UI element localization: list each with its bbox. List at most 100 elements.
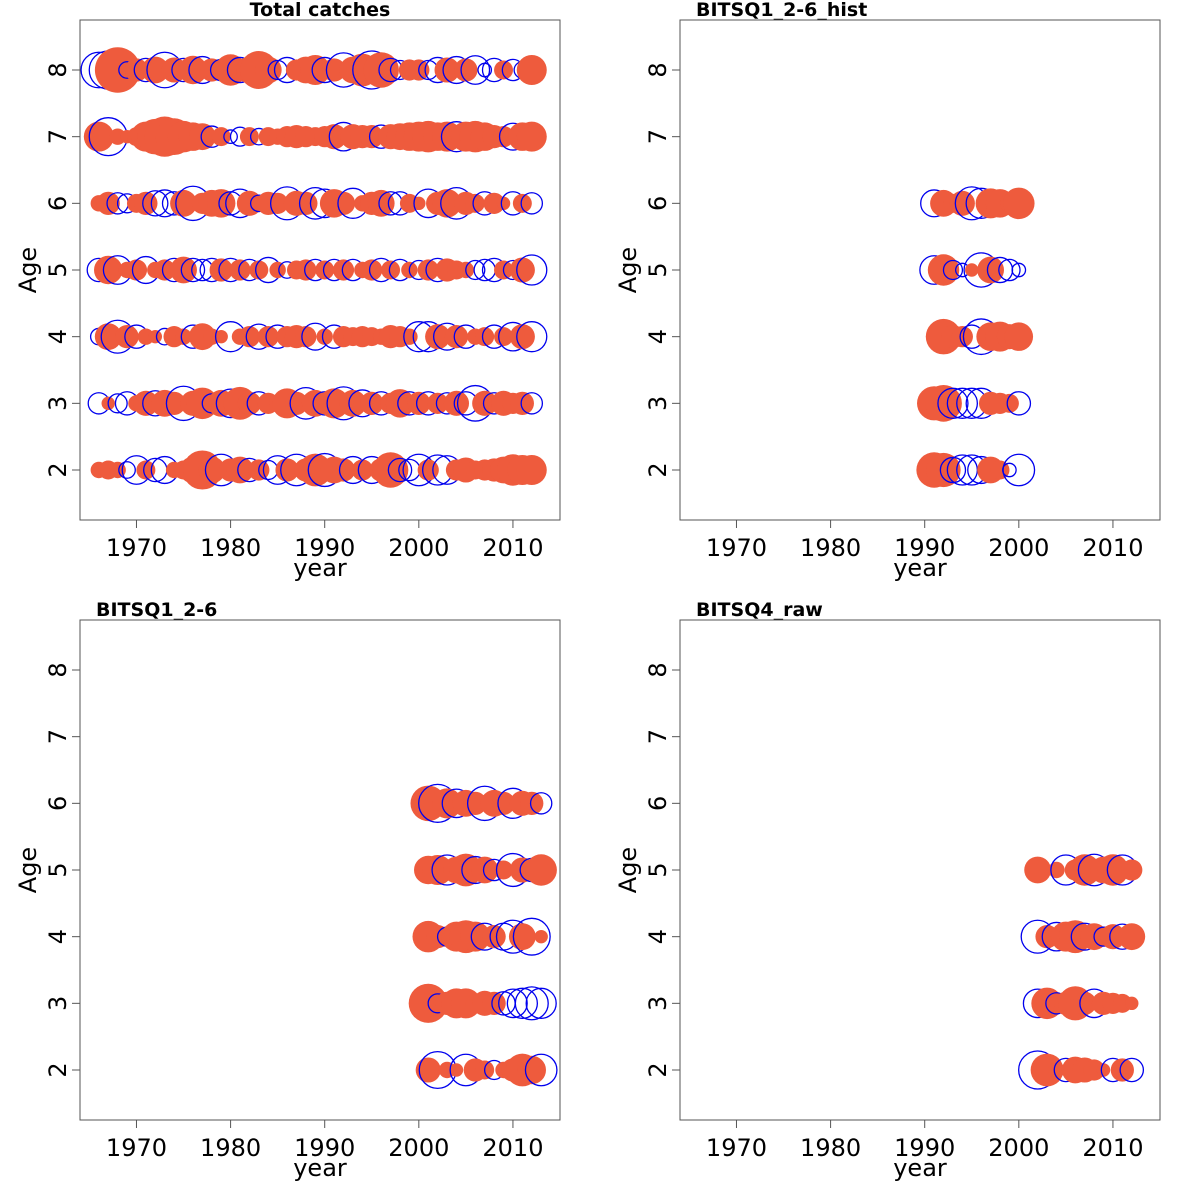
positive-residual-bubble (367, 189, 395, 217)
negative-residual-bubble (516, 321, 548, 353)
negative-residual-bubble (946, 387, 979, 419)
positive-residual-bubble (965, 263, 979, 277)
x-tick-label: 1990 (294, 1134, 355, 1162)
positive-residual-bubble (331, 458, 356, 482)
positive-residual-bubble (236, 190, 262, 216)
x-tick-label: 2000 (388, 1134, 449, 1162)
negative-residual-bubble (937, 387, 969, 419)
x-tick-label: 1970 (106, 534, 167, 562)
positive-residual-bubble (124, 58, 149, 82)
positive-residual-bubble (415, 1057, 441, 1083)
positive-residual-bubble (363, 52, 399, 88)
positive-residual-bubble (417, 259, 439, 281)
y-tick-label: 7 (644, 729, 672, 744)
positive-residual-bubble (94, 47, 141, 93)
x-tick-label: 1980 (800, 1134, 861, 1162)
x-tick-label: 1990 (894, 1134, 955, 1162)
y-axis-title: Age (614, 247, 642, 293)
x-tick-label: 1980 (800, 534, 861, 562)
positive-residual-bubble (925, 384, 962, 422)
panel-title: BITSQ1_2-6_hist (696, 0, 867, 21)
negative-residual-bubble (529, 792, 553, 815)
y-tick-label: 7 (44, 729, 72, 744)
positive-residual-bubble (516, 455, 547, 485)
positive-residual-bubble (496, 196, 511, 211)
positive-residual-bubble (319, 388, 350, 419)
x-axis-title: year (893, 554, 947, 582)
positive-residual-bubble (482, 991, 506, 1015)
positive-residual-bubble (249, 260, 269, 280)
y-tick-label: 2 (644, 462, 672, 477)
positive-residual-bubble (360, 125, 384, 149)
positive-residual-bubble (137, 328, 155, 345)
positive-residual-bubble (154, 259, 176, 281)
y-tick-label: 3 (644, 996, 672, 1011)
positive-residual-bubble (463, 791, 487, 815)
positive-residual-bubble (434, 57, 460, 83)
negative-residual-bubble (387, 457, 413, 483)
positive-residual-bubble (444, 325, 469, 349)
positive-residual-bubble (475, 327, 495, 347)
y-tick-label: 3 (44, 996, 72, 1011)
positive-residual-bubble (206, 189, 236, 218)
positive-residual-bubble (508, 923, 536, 951)
negative-residual-bubble (939, 456, 967, 484)
positive-residual-bubble (1125, 996, 1139, 1011)
positive-residual-bubble (178, 55, 208, 85)
positive-residual-bubble (115, 325, 139, 349)
positive-residual-bubble (494, 60, 514, 80)
positive-residual-bubble (1073, 991, 1097, 1015)
positive-residual-bubble (96, 191, 120, 215)
positive-residual-bubble (432, 788, 463, 819)
positive-residual-bubble (534, 929, 548, 944)
y-tick-label: 4 (644, 329, 672, 344)
negative-residual-bubble (1002, 453, 1036, 487)
positive-residual-bubble (1097, 854, 1129, 886)
positive-residual-bubble (188, 123, 216, 151)
y-tick-label: 2 (44, 1062, 72, 1077)
y-tick-label: 8 (644, 662, 672, 677)
y-tick-label: 3 (644, 396, 672, 411)
positive-residual-bubble (170, 256, 197, 284)
negative-residual-bubble (498, 988, 528, 1019)
negative-residual-bubble (998, 258, 1021, 282)
negative-residual-bubble (180, 257, 206, 283)
y-tick-label: 6 (44, 796, 72, 811)
negative-residual-bubble (525, 987, 557, 1019)
y-tick-label: 6 (44, 196, 72, 211)
positive-residual-bubble (148, 329, 163, 344)
positive-residual-bubble (1031, 987, 1063, 1020)
positive-residual-bubble (1030, 1053, 1064, 1087)
x-tick-label: 2010 (482, 534, 543, 562)
y-tick-label: 8 (44, 662, 72, 677)
y-tick-label: 4 (44, 929, 72, 944)
negative-residual-bubble (465, 259, 486, 281)
positive-residual-bubble (1100, 924, 1126, 950)
positive-residual-bubble (175, 328, 192, 345)
x-tick-label: 1990 (294, 534, 355, 562)
negative-residual-bubble (142, 190, 169, 217)
positive-residual-bubble (109, 128, 126, 145)
positive-residual-bubble (509, 324, 535, 350)
positive-residual-bubble (226, 456, 254, 484)
positive-residual-bubble (1083, 1059, 1105, 1081)
y-tick-label: 4 (44, 329, 72, 344)
positive-residual-bubble (351, 459, 373, 481)
positive-residual-bubble (427, 392, 449, 414)
negative-residual-bubble (118, 461, 136, 479)
positive-residual-bubble (238, 326, 261, 348)
y-tick-label: 3 (44, 396, 72, 411)
x-tick-label: 2010 (482, 1134, 543, 1162)
positive-residual-bubble (443, 390, 470, 416)
positive-residual-bubble (494, 860, 514, 880)
y-tick-label: 7 (44, 129, 72, 144)
positive-residual-bubble (525, 854, 557, 886)
positive-residual-bubble (209, 258, 233, 282)
positive-residual-bubble (494, 327, 514, 347)
negative-residual-bubble (1119, 1057, 1145, 1083)
x-axis-title: year (293, 554, 347, 582)
negative-residual-bubble (514, 986, 549, 1021)
positive-residual-bubble (267, 192, 289, 214)
positive-residual-bubble (381, 260, 401, 280)
